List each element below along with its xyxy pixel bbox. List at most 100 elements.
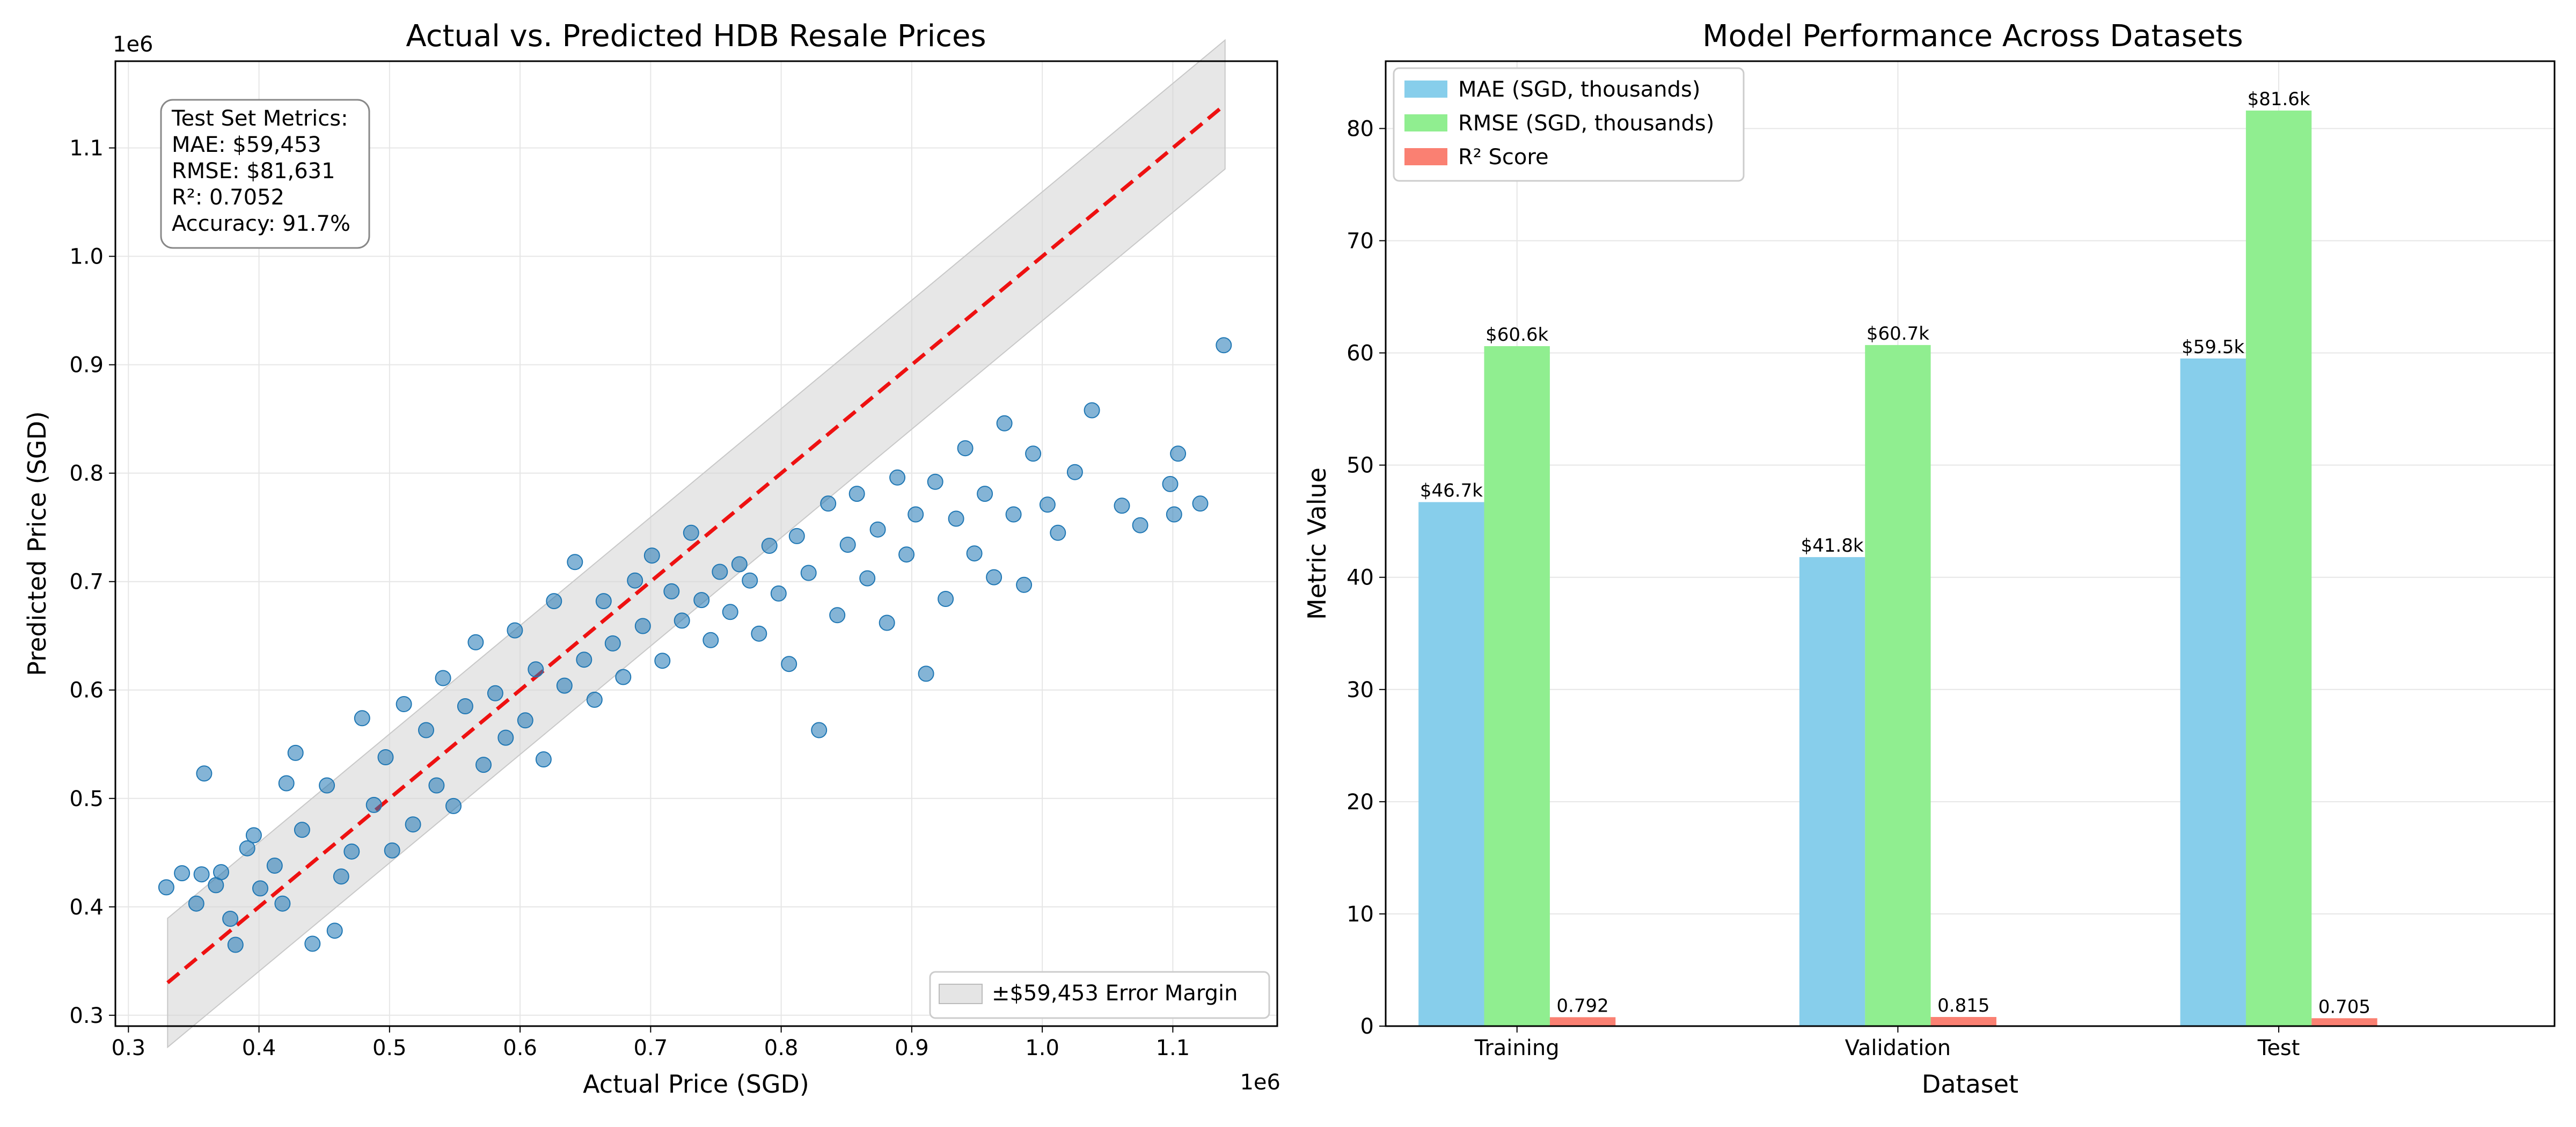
scatter-x-tick-label: 0.8: [764, 1036, 799, 1060]
scatter-point: [889, 469, 906, 486]
scatter-point: [1192, 495, 1209, 512]
scatter-point: [497, 729, 514, 746]
scatter-point: [405, 816, 421, 833]
scatter-point: [770, 585, 787, 602]
bar-value-label: $60.6k: [1485, 324, 1548, 346]
scatter-point: [663, 583, 680, 599]
scatter-point: [239, 840, 255, 857]
scatter-point: [576, 652, 592, 668]
scatter-point: [869, 521, 886, 538]
scatter-point: [693, 592, 710, 609]
metrics-box: Test Set Metrics: MAE: $59,453 RMSE: $81…: [160, 99, 370, 249]
scatter-point: [595, 593, 612, 610]
scatter-y-tick-label: 0.9: [69, 353, 104, 378]
scatter-point: [396, 696, 412, 712]
scatter-y-tick-label: 0.7: [69, 570, 104, 595]
scatter-point: [274, 895, 291, 912]
bar-panel: Model Performance Across Datasets $46.7k…: [1302, 19, 2556, 1099]
scatter-point: [800, 565, 817, 581]
scatter-y-offset-label: 1e6: [113, 32, 153, 57]
bar-r2-test: [2311, 1018, 2377, 1026]
bar-value-label: 0.815: [1937, 995, 1989, 1016]
bar-r2-validation: [1930, 1017, 1996, 1026]
scatter-y-tick-label: 0.3: [69, 1004, 104, 1028]
bar-title: Model Performance Across Datasets: [1702, 19, 2243, 54]
scatter-point: [781, 656, 797, 672]
scatter-point: [1170, 445, 1187, 462]
scatter-point: [1162, 475, 1179, 492]
scatter-point: [927, 473, 943, 490]
scatter-point: [1025, 445, 1042, 462]
scatter-legend: ±$59,453 Error Margin: [929, 971, 1270, 1019]
scatter-point: [222, 911, 239, 927]
bar-r2-training: [1549, 1017, 1616, 1026]
bar-y-tick-label: 70: [1346, 229, 1374, 254]
scatter-y-tick-label: 1.0: [69, 245, 104, 269]
scatter-point: [820, 495, 837, 512]
scatter-point: [517, 712, 533, 729]
scatter-point: [418, 722, 434, 738]
scatter-point: [742, 572, 758, 589]
bar-y-axis-label: Metric Value: [1302, 467, 1331, 620]
scatter-point: [586, 691, 603, 708]
scatter-point: [996, 415, 1013, 431]
scatter-x-tick-label: 0.5: [372, 1036, 407, 1060]
scatter-point: [158, 879, 174, 896]
scatter-panel: Actual vs. Predicted HDB Resale Prices 0…: [23, 19, 1280, 1099]
metrics-line-rmse: RMSE: $81,631: [172, 159, 335, 184]
bar-x-tick-label: Training: [1474, 1036, 1560, 1060]
scatter-point: [1016, 576, 1033, 593]
scatter-point: [507, 622, 523, 639]
legend-swatch-rmse: [1404, 114, 1447, 131]
legend-label-mae: MAE (SGD, thousands): [1458, 77, 1700, 102]
scatter-point: [751, 625, 767, 642]
scatter-point: [957, 440, 974, 457]
metrics-line-heading: Test Set Metrics:: [171, 106, 348, 131]
scatter-point: [634, 618, 651, 634]
scatter-point: [627, 572, 643, 589]
bars: $46.7k $60.6k 0.792 $41.8k $60.7k 0.815 $59.5k…: [1418, 89, 2377, 1026]
scatter-point: [213, 864, 229, 881]
scatter-x-axis-label: Actual Price (SGD): [583, 1070, 809, 1099]
scatter-point: [227, 936, 244, 953]
scatter-point: [343, 843, 360, 860]
scatter-point: [326, 923, 343, 939]
scatter-point: [467, 634, 484, 650]
legend-swatch-r2: [1404, 148, 1447, 165]
scatter-point: [266, 858, 283, 874]
scatter-point: [377, 749, 394, 765]
scatter-point: [535, 751, 552, 767]
bar-axes-frame: [1385, 60, 2556, 1027]
scatter-point: [761, 538, 778, 554]
scatter-point: [245, 827, 262, 844]
bar-y-tick-label: 60: [1346, 341, 1374, 366]
bar-value-label: $60.7k: [1867, 323, 1929, 345]
bar-rmse-training: [1484, 346, 1550, 1026]
scatter-axes-frame: [114, 60, 1278, 1027]
bar-y-tick-label: 40: [1346, 566, 1374, 590]
scatter-point: [898, 546, 915, 563]
scatter-point: [365, 796, 382, 813]
bar-y-tick-label: 80: [1346, 116, 1374, 141]
bar-rmse-test: [2245, 111, 2312, 1026]
scatter-point: [546, 593, 562, 610]
bar-mae-training: [1418, 502, 1484, 1026]
bar-y-ticks: 0 10 20 30 40 50 60 70 80: [1346, 116, 1386, 1039]
scatter-point: [722, 604, 738, 620]
scatter-point: [948, 510, 964, 527]
scatter-point: [879, 614, 895, 631]
bar-y-tick-label: 50: [1346, 453, 1374, 478]
ideal-line: [166, 103, 1226, 984]
metrics-line-r2: R²: 0.7052: [172, 185, 284, 210]
scatter-x-ticks: 0.3 0.4 0.5 0.6 0.7 0.8 0.9 1.0 1.1: [112, 1026, 1190, 1060]
scatter-point: [986, 569, 1002, 586]
bar-value-label: 0.792: [1556, 995, 1608, 1016]
scatter-point: [654, 653, 671, 669]
scatter-x-tick-label: 0.6: [503, 1036, 537, 1060]
scatter-point: [859, 570, 876, 587]
scatter-point: [193, 866, 210, 883]
scatter-point: [839, 537, 856, 553]
scatter-y-tick-label: 0.6: [69, 678, 104, 703]
scatter-point: [1084, 402, 1100, 419]
